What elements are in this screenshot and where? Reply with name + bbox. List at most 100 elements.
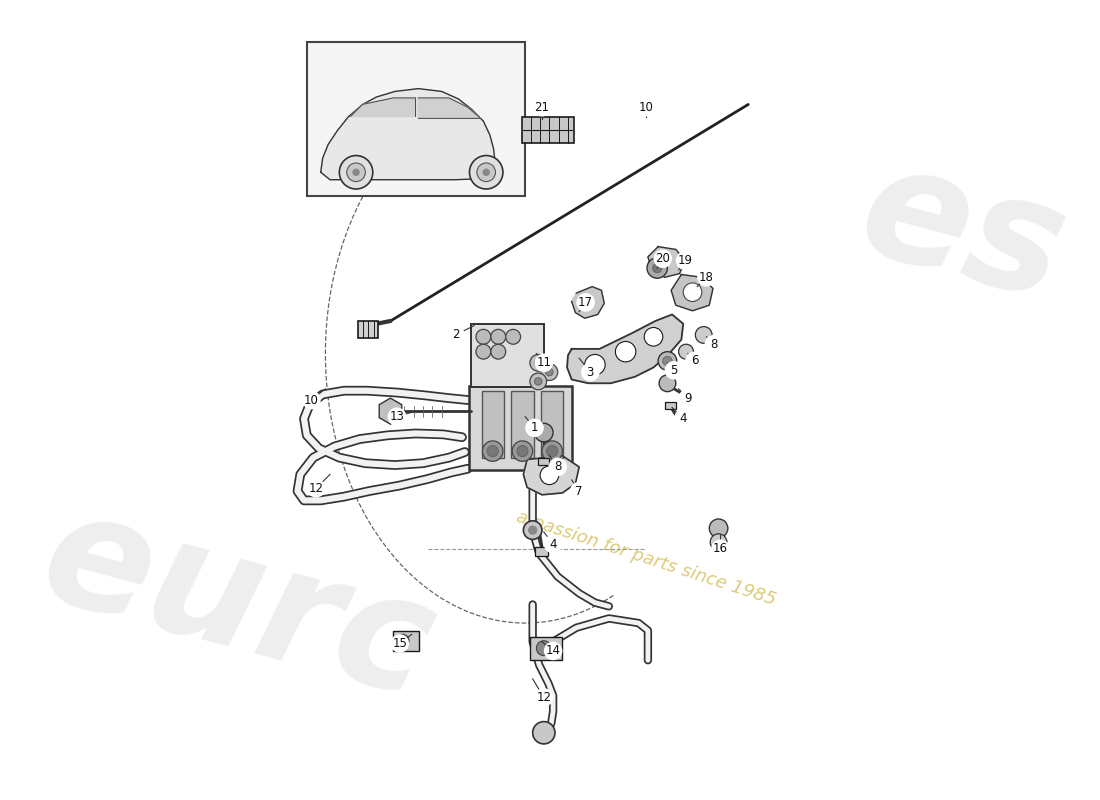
Circle shape xyxy=(679,389,697,407)
Text: 2: 2 xyxy=(452,329,460,342)
Circle shape xyxy=(535,359,542,366)
Circle shape xyxy=(543,534,562,554)
Text: 14: 14 xyxy=(546,645,561,658)
Circle shape xyxy=(664,361,683,379)
Bar xyxy=(522,117,573,142)
Polygon shape xyxy=(351,98,416,117)
Circle shape xyxy=(532,98,551,117)
Text: es: es xyxy=(844,131,1080,334)
Circle shape xyxy=(396,634,409,647)
Bar xyxy=(541,390,563,458)
Polygon shape xyxy=(321,89,495,180)
Bar xyxy=(530,637,562,660)
Text: 1: 1 xyxy=(531,422,538,434)
Circle shape xyxy=(679,344,693,359)
Circle shape xyxy=(390,634,409,653)
Bar xyxy=(512,390,534,458)
Circle shape xyxy=(695,326,712,343)
Bar xyxy=(307,42,525,195)
Circle shape xyxy=(447,326,465,344)
Circle shape xyxy=(339,155,373,189)
Circle shape xyxy=(535,688,553,706)
Text: 4: 4 xyxy=(680,412,688,425)
Bar xyxy=(664,402,675,410)
Circle shape xyxy=(532,722,556,744)
Circle shape xyxy=(524,521,542,539)
Circle shape xyxy=(483,441,503,462)
Circle shape xyxy=(675,251,694,270)
Polygon shape xyxy=(671,274,713,310)
Text: 11: 11 xyxy=(537,356,551,370)
Text: 16: 16 xyxy=(713,542,728,555)
Circle shape xyxy=(470,155,503,189)
Text: 9: 9 xyxy=(684,392,692,405)
Circle shape xyxy=(307,479,326,498)
Text: 7: 7 xyxy=(575,485,583,498)
Text: eurc: eurc xyxy=(26,478,448,730)
Text: 15: 15 xyxy=(393,637,407,650)
Text: 12: 12 xyxy=(537,691,551,704)
Bar xyxy=(393,630,419,651)
Circle shape xyxy=(528,526,537,534)
Circle shape xyxy=(615,342,636,362)
Circle shape xyxy=(535,354,553,372)
Circle shape xyxy=(697,268,716,286)
Circle shape xyxy=(546,368,553,376)
Circle shape xyxy=(585,354,605,375)
Text: 18: 18 xyxy=(698,271,714,284)
Circle shape xyxy=(711,539,729,558)
Circle shape xyxy=(476,344,491,359)
Text: a passion for parts since 1985: a passion for parts since 1985 xyxy=(514,507,778,609)
Bar xyxy=(482,390,504,458)
Circle shape xyxy=(543,642,562,660)
Text: 19: 19 xyxy=(678,254,693,267)
Bar xyxy=(538,458,549,465)
Circle shape xyxy=(663,356,672,366)
Circle shape xyxy=(659,375,675,392)
Circle shape xyxy=(576,293,595,312)
Circle shape xyxy=(541,364,558,381)
Bar xyxy=(470,386,572,470)
Circle shape xyxy=(537,641,551,656)
Circle shape xyxy=(491,344,506,359)
Circle shape xyxy=(352,169,360,176)
Circle shape xyxy=(705,335,723,354)
Circle shape xyxy=(535,423,553,442)
Polygon shape xyxy=(648,246,685,278)
Circle shape xyxy=(674,410,693,428)
Text: 13: 13 xyxy=(389,410,405,423)
Circle shape xyxy=(683,283,702,302)
Circle shape xyxy=(302,390,321,410)
Circle shape xyxy=(525,418,543,437)
Circle shape xyxy=(346,163,365,182)
Text: 20: 20 xyxy=(656,252,670,266)
Text: 21: 21 xyxy=(535,101,550,114)
Text: 5: 5 xyxy=(670,364,678,377)
Bar xyxy=(471,324,543,387)
Circle shape xyxy=(487,446,498,457)
Circle shape xyxy=(653,250,672,268)
Circle shape xyxy=(517,446,528,457)
Circle shape xyxy=(506,330,520,344)
Circle shape xyxy=(477,163,495,182)
Text: 6: 6 xyxy=(691,354,698,367)
Polygon shape xyxy=(572,286,604,318)
Circle shape xyxy=(658,352,676,370)
Polygon shape xyxy=(379,398,401,424)
Circle shape xyxy=(581,363,600,382)
Circle shape xyxy=(685,352,704,370)
Circle shape xyxy=(530,354,547,371)
Text: 10: 10 xyxy=(639,101,653,114)
Circle shape xyxy=(637,98,656,117)
Bar xyxy=(358,321,378,338)
Circle shape xyxy=(476,330,491,344)
Text: 17: 17 xyxy=(579,296,593,309)
Polygon shape xyxy=(418,98,481,118)
Text: 8: 8 xyxy=(554,461,561,474)
Circle shape xyxy=(530,373,547,390)
Polygon shape xyxy=(524,456,579,495)
Circle shape xyxy=(387,407,406,426)
Circle shape xyxy=(547,446,558,457)
Text: 12: 12 xyxy=(309,482,323,495)
Circle shape xyxy=(535,378,542,385)
